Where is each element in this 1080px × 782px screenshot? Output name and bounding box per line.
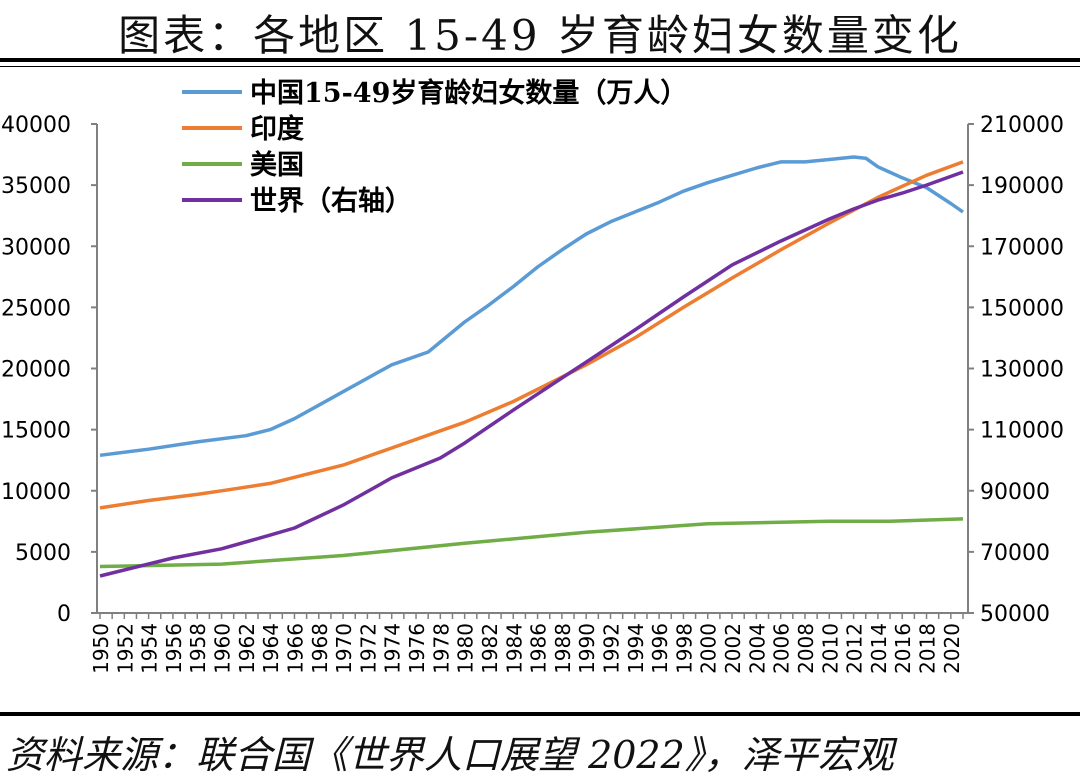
y2-tick-label: 170000: [980, 235, 1064, 260]
x-tick-label: 2014: [867, 623, 891, 674]
title-divider-thin: [0, 66, 1080, 67]
x-tick-label: 1970: [332, 623, 356, 674]
legend-label-0: 中国15-49岁育龄妇女数量（万人）: [250, 77, 687, 109]
y2-tick-label: 70000: [980, 541, 1050, 566]
x-tick-label: 1974: [381, 623, 405, 674]
x-tick-label: 1990: [575, 623, 599, 674]
y2-tick-label: 130000: [980, 358, 1064, 383]
footer-divider: [0, 712, 1080, 716]
y-tick-label: 15000: [1, 419, 71, 444]
x-tick-label: 1980: [454, 623, 478, 674]
y-tick-label: 40000: [1, 113, 71, 138]
x-tick-label: 2000: [697, 623, 721, 674]
x-tick-label: 1986: [527, 623, 551, 674]
y-tick-label: 30000: [1, 235, 71, 260]
x-tick-label: 1992: [600, 623, 624, 674]
x-tick-label: 1954: [138, 623, 162, 674]
x-tick-label: 2004: [745, 623, 769, 674]
x-tick-label: 2008: [794, 623, 818, 674]
x-tick-label: 2002: [721, 623, 745, 674]
x-tick-label: 1952: [113, 623, 137, 674]
y-tick-label: 25000: [1, 296, 71, 321]
x-tick-label: 1976: [405, 623, 429, 674]
x-tick-label: 1966: [283, 623, 307, 674]
y2-tick-label: 90000: [980, 480, 1050, 505]
y2-tick-label: 50000: [980, 602, 1050, 627]
x-tick-label: 2012: [843, 623, 867, 674]
y-tick-label: 10000: [1, 480, 71, 505]
source-note: 资料来源：联合国《世界人口展望 2022》，泽平宏观: [6, 733, 894, 777]
x-tick-label: 1960: [211, 623, 235, 674]
x-tick-label: 1996: [648, 623, 672, 674]
series-line-1: [99, 160, 964, 510]
x-tick-label: 1972: [356, 623, 380, 674]
x-tick-label: 1994: [624, 623, 648, 674]
title-divider: [0, 58, 1080, 62]
y2-tick-label: 110000: [980, 419, 1064, 444]
y2-tick-label: 190000: [980, 174, 1064, 199]
legend-label-2: 美国: [250, 149, 304, 181]
legend-label-1: 印度: [250, 113, 304, 145]
y-tick-label: 20000: [1, 358, 71, 383]
y2-tick-label: 150000: [980, 296, 1064, 321]
series-line-2: [99, 517, 964, 569]
x-tick-label: 1950: [89, 623, 113, 674]
series-line-0: [99, 155, 965, 458]
x-tick-label: 1978: [429, 623, 453, 674]
x-tick-label: 1968: [308, 623, 332, 674]
x-tick-label: 2018: [916, 623, 940, 674]
x-tick-label: 1962: [235, 623, 259, 674]
x-tick-label: 1988: [551, 623, 575, 674]
x-tick-label: 1958: [186, 623, 210, 674]
x-tick-label: 1982: [478, 623, 502, 674]
x-tick-label: 1964: [259, 623, 283, 674]
x-tick-label: 2006: [770, 623, 794, 674]
x-tick-label: 2020: [940, 623, 964, 674]
x-tick-label: 1998: [672, 623, 696, 674]
x-tick-label: 1956: [162, 623, 186, 674]
y2-tick-label: 210000: [980, 113, 1064, 138]
y-tick-label: 0: [57, 602, 71, 627]
legend-label-3: 世界（右轴）: [250, 186, 412, 217]
y-tick-label: 5000: [15, 541, 71, 566]
x-tick-label: 2010: [818, 623, 842, 674]
x-tick-label: 2016: [891, 623, 915, 674]
series-line-3: [99, 170, 964, 578]
y-tick-label: 35000: [1, 174, 71, 199]
chart-title: 图表：各地区 15-49 岁育龄妇女数量变化: [118, 11, 962, 60]
x-tick-label: 1984: [502, 623, 526, 674]
